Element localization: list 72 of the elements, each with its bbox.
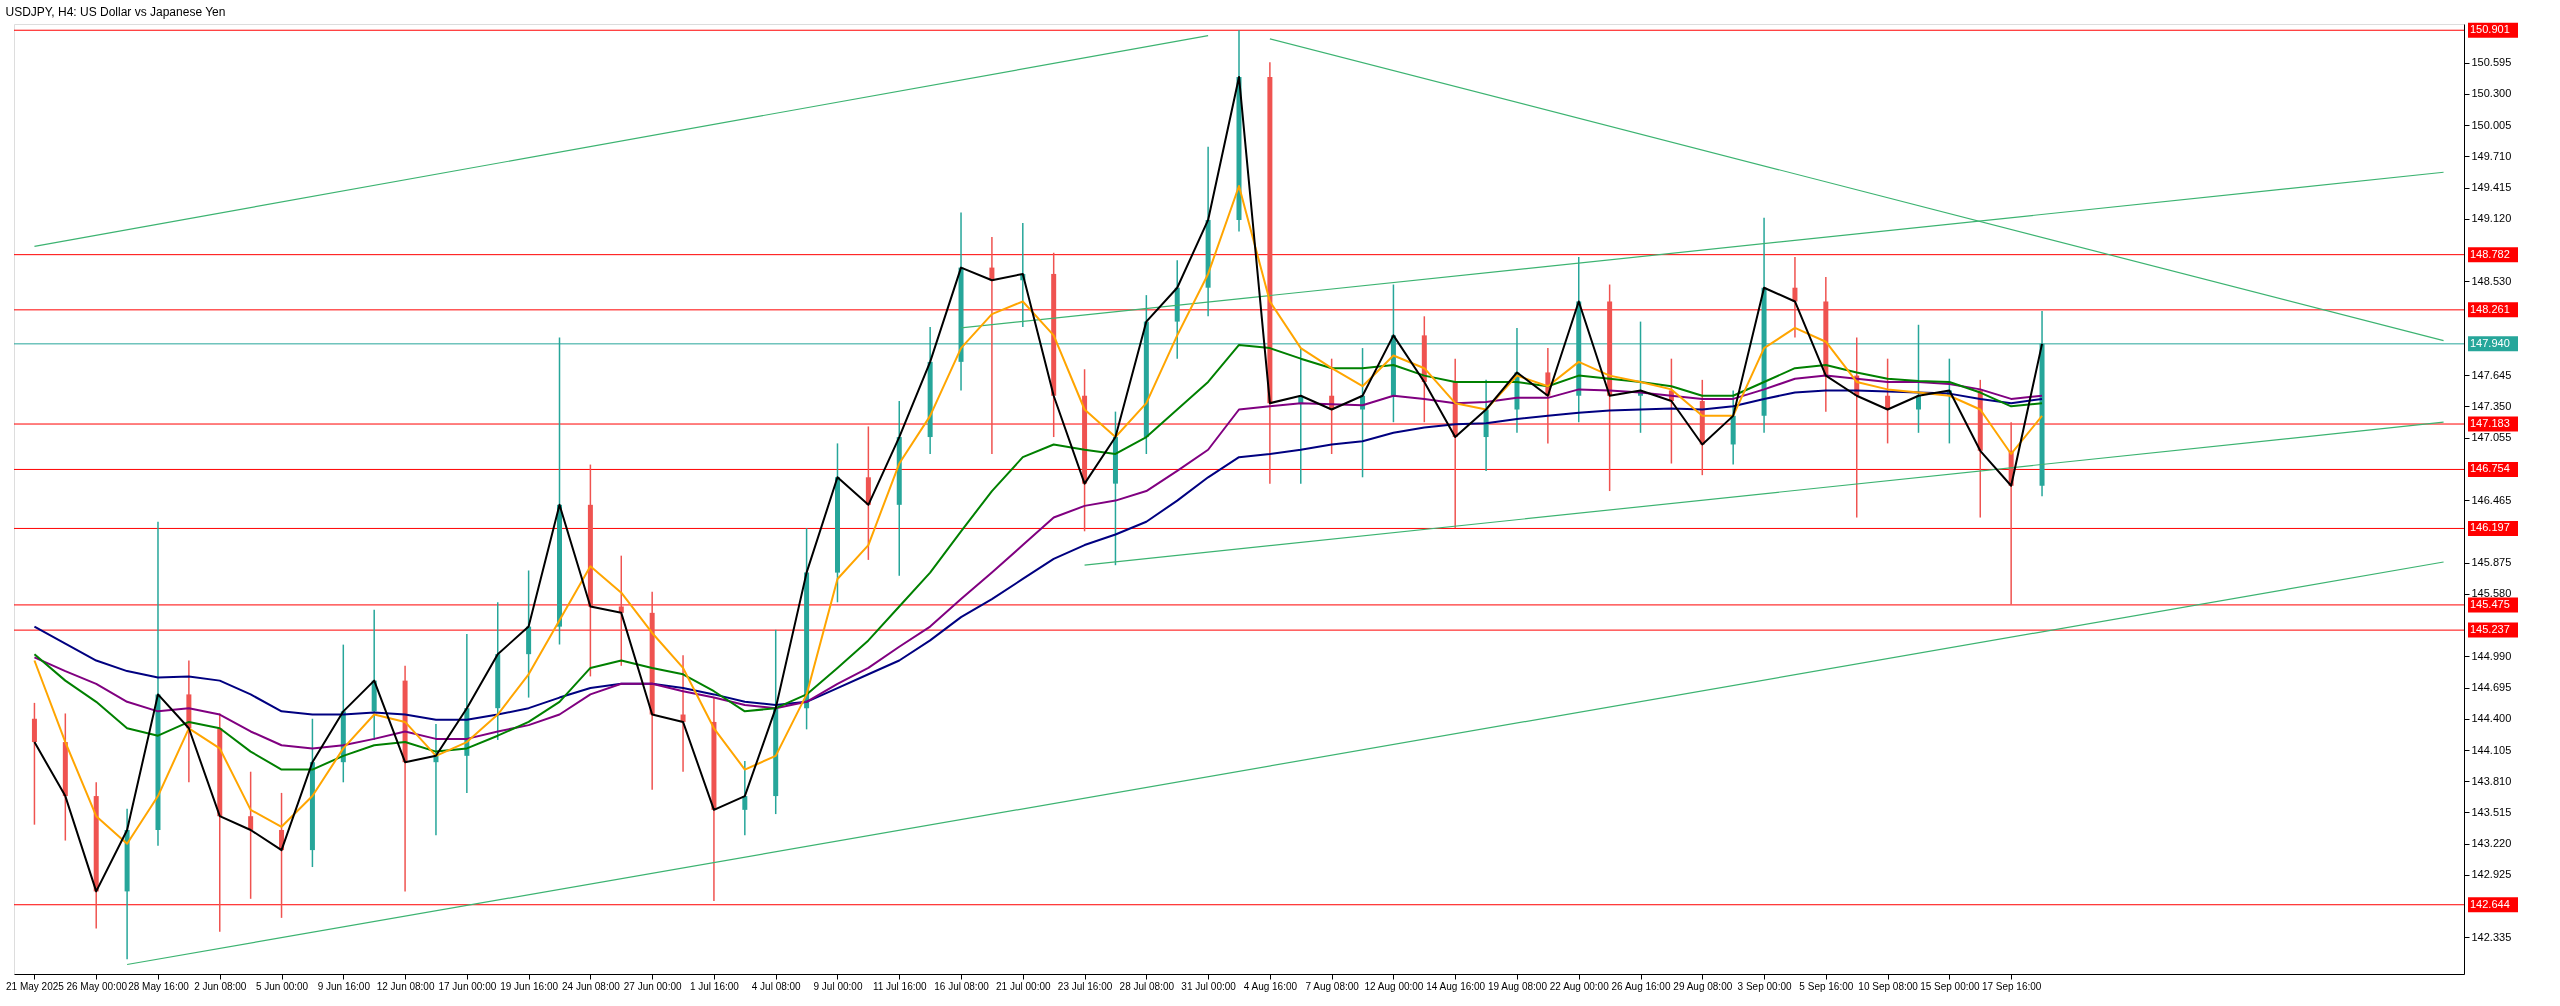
x-tick-label: 29 Aug 08:00 bbox=[1673, 980, 1733, 992]
y-tick-label: 144.400 bbox=[2471, 712, 2512, 725]
ref-line-label: 146.754 bbox=[2470, 462, 2510, 475]
ref-line-label: 147.183 bbox=[2470, 417, 2510, 430]
y-tick-label: 143.515 bbox=[2471, 805, 2512, 818]
x-tick-label: 23 Jul 16:00 bbox=[1057, 980, 1113, 992]
y-tick-label: 150.005 bbox=[2471, 118, 2512, 131]
x-tick-label: 4 Aug 16:00 bbox=[1243, 980, 1298, 992]
y-tick-label: 142.335 bbox=[2471, 930, 2512, 943]
x-tick-label: 28 May 16:00 bbox=[128, 980, 190, 992]
candlestick bbox=[618, 554, 624, 667]
chart-title: USDJPY, H4: US Dollar vs Japanese Yen bbox=[5, 4, 226, 19]
x-tick-label: 11 Jul 16:00 bbox=[872, 980, 928, 992]
x-tick-label: 12 Aug 00:00 bbox=[1364, 980, 1424, 992]
ref-line-label: 148.261 bbox=[2470, 302, 2510, 315]
x-tick-label: 31 Jul 00:00 bbox=[1181, 980, 1237, 992]
ref-line-label: 146.197 bbox=[2470, 521, 2510, 534]
y-tick-label: 148.530 bbox=[2471, 274, 2512, 287]
x-tick-label: 26 Aug 16:00 bbox=[1611, 980, 1671, 992]
y-tick-label: 145.875 bbox=[2471, 556, 2512, 569]
x-tick-label: 4 Jul 08:00 bbox=[751, 980, 802, 992]
x-tick-label: 22 Aug 00:00 bbox=[1549, 980, 1610, 992]
x-tick-label: 17 Sep 16:00 bbox=[1981, 980, 2042, 992]
x-tick-label: 21 Jul 00:00 bbox=[996, 980, 1051, 992]
x-tick-label: 9 Jul 00:00 bbox=[813, 980, 863, 992]
ref-line-label: 142.644 bbox=[2470, 897, 2510, 910]
y-tick-label: 142.925 bbox=[2471, 868, 2512, 881]
x-tick-label: 27 Jun 00:00 bbox=[623, 980, 683, 992]
x-tick-label: 26 May 00:00 bbox=[66, 980, 128, 992]
x-tick-label: 10 Sep 08:00 bbox=[1858, 980, 1919, 992]
y-tick-label: 150.595 bbox=[2471, 56, 2512, 69]
y-tick-label: 149.120 bbox=[2471, 212, 2512, 225]
ref-line-label: 150.901 bbox=[2470, 23, 2510, 36]
line-series bbox=[33, 75, 2044, 893]
x-tick-label: 14 Aug 16:00 bbox=[1426, 980, 1486, 992]
candlestick bbox=[31, 702, 37, 826]
y-tick-label: 143.220 bbox=[2471, 837, 2512, 850]
y-tick-label: 149.710 bbox=[2471, 149, 2512, 162]
x-tick-label: 2 Jun 08:00 bbox=[194, 980, 247, 992]
y-tick-label: 147.350 bbox=[2471, 399, 2512, 412]
x-tick-label: 17 Jun 00:00 bbox=[438, 980, 497, 992]
x-tick-label: 19 Jun 16:00 bbox=[500, 980, 559, 992]
candlestick bbox=[742, 760, 748, 837]
y-tick-label: 143.810 bbox=[2471, 774, 2512, 787]
y-tick-label: 146.465 bbox=[2471, 493, 2512, 506]
x-tick-label: 3 Sep 00:00 bbox=[1737, 980, 1792, 992]
x-tick-label: 5 Jun 00:00 bbox=[255, 980, 309, 992]
x-tick-label: 12 Jun 08:00 bbox=[376, 980, 435, 992]
x-tick-label: 5 Sep 16:00 bbox=[1799, 980, 1854, 992]
x-tick-label: 7 Aug 08:00 bbox=[1305, 980, 1360, 992]
y-tick-label: 144.695 bbox=[2471, 681, 2512, 694]
ref-line-label: 145.475 bbox=[2470, 597, 2510, 610]
y-tick-label: 147.055 bbox=[2471, 431, 2512, 444]
x-tick-label: 16 Jul 08:00 bbox=[934, 980, 990, 992]
y-tick-label: 144.105 bbox=[2471, 743, 2512, 756]
x-tick-label: 9 Jun 16:00 bbox=[317, 980, 371, 992]
x-tick-label: 21 May 2025 bbox=[6, 980, 65, 992]
x-tick-label: 1 Jul 16:00 bbox=[689, 980, 740, 992]
x-tick-label: 24 Jun 08:00 bbox=[561, 980, 621, 992]
line-series bbox=[33, 185, 2044, 845]
ref-line-label: 147.940 bbox=[2470, 336, 2510, 349]
y-tick-label: 147.645 bbox=[2471, 368, 2512, 381]
ref-line-label: 145.237 bbox=[2470, 623, 2510, 636]
ref-line-label: 148.782 bbox=[2470, 247, 2510, 260]
y-tick-label: 149.415 bbox=[2471, 181, 2512, 194]
x-tick-label: 19 Aug 08:00 bbox=[1488, 980, 1548, 992]
x-tick-label: 15 Sep 00:00 bbox=[1920, 980, 1981, 992]
y-tick-label: 145.580 bbox=[2471, 587, 2512, 600]
y-tick-label: 150.300 bbox=[2471, 87, 2512, 100]
candlestick bbox=[248, 770, 254, 900]
x-tick-label: 28 Jul 08:00 bbox=[1119, 980, 1175, 992]
y-tick-label: 144.990 bbox=[2471, 649, 2512, 662]
